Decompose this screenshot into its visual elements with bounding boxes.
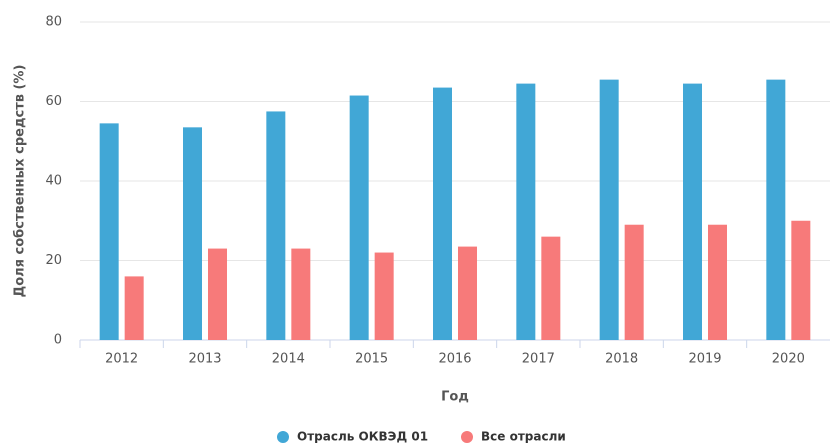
x-tick-label: 2019	[688, 352, 721, 367]
bar	[208, 248, 227, 340]
bar	[791, 220, 811, 340]
x-tick-label: 2015	[355, 352, 388, 367]
x-tick-label: 2017	[522, 352, 555, 367]
bar	[291, 248, 311, 340]
bar	[374, 252, 394, 340]
legend-marker	[277, 431, 289, 443]
y-tick-label: 0	[54, 333, 62, 348]
bar	[349, 95, 369, 340]
x-tick-label: 2016	[438, 352, 471, 367]
bar	[99, 123, 119, 340]
x-tick-label: 2012	[105, 352, 138, 367]
y-axis-title: Доля собственных средств (%)	[13, 65, 28, 298]
y-tick-label: 80	[45, 15, 62, 30]
bar	[683, 83, 702, 341]
bar	[266, 111, 286, 340]
legend-label: Отрасль ОКВЭД 01	[297, 430, 428, 444]
x-axis-title: Год	[441, 390, 469, 405]
bar	[433, 87, 452, 341]
x-tick-label: 2018	[605, 352, 638, 367]
legend-marker	[461, 431, 473, 443]
bar	[124, 276, 144, 340]
bar	[541, 236, 561, 340]
bar	[624, 224, 644, 340]
bar	[599, 79, 619, 340]
y-tick-label: 40	[45, 174, 62, 189]
x-tick-label: 2013	[188, 352, 221, 367]
y-tick-label: 20	[45, 253, 62, 268]
bar	[766, 79, 786, 340]
x-tick-label: 2020	[772, 352, 805, 367]
bar	[458, 246, 477, 340]
bar	[708, 224, 727, 340]
x-tick-label: 2014	[272, 352, 305, 367]
legend-label: Все отрасли	[481, 430, 566, 444]
bar	[183, 127, 202, 341]
y-tick-label: 60	[45, 94, 62, 109]
bar	[516, 83, 536, 341]
